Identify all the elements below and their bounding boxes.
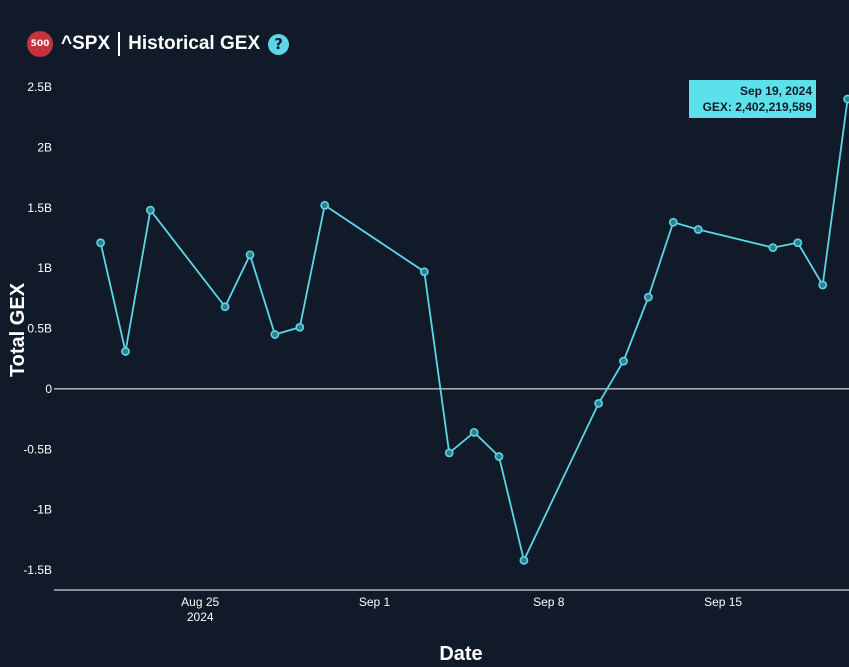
data-point[interactable] (768, 243, 778, 252)
x-tick-label: Sep 1 (359, 595, 391, 609)
y-tick-label: -1B (33, 503, 52, 517)
data-point[interactable] (121, 347, 130, 356)
data-point[interactable] (419, 267, 429, 277)
data-point[interactable] (270, 330, 280, 339)
y-tick-label: 1B (37, 261, 52, 275)
y-tick-label: -1.5B (23, 563, 52, 577)
y-tick-label: 2.5B (27, 80, 52, 94)
data-point[interactable] (594, 398, 603, 408)
gex-series-markers (96, 94, 849, 565)
gex-series-line (99, 98, 849, 563)
data-point[interactable] (668, 217, 678, 227)
data-point[interactable] (295, 322, 305, 332)
data-point[interactable] (320, 200, 330, 210)
hover-tooltip: Sep 19, 2024 GEX: 2,402,219,589 (689, 80, 816, 118)
y-tick-label: 2B (37, 140, 52, 154)
x-tick-label: Sep 8 (533, 595, 565, 609)
data-point[interactable] (619, 356, 628, 366)
ticker-symbol: ^SPX (61, 33, 111, 54)
data-point[interactable] (644, 292, 653, 302)
chart-header: 500 ^SPX Historical GEX ? (27, 30, 290, 58)
data-point[interactable] (469, 427, 479, 437)
y-axis-ticks: 2.5B 2B 1.5B 1B 0.5B 0 -0.5B -1B -1.5B (23, 80, 52, 577)
y-axis-label: Total GEX (7, 282, 29, 377)
data-point[interactable] (494, 452, 504, 461)
x-tick-sublabel: 2024 (187, 610, 214, 624)
question-circle-icon[interactable]: ? (268, 33, 290, 55)
data-point[interactable] (843, 94, 849, 104)
data-point[interactable] (818, 280, 828, 290)
header-divider (118, 32, 121, 56)
x-axis-label: Date (439, 643, 482, 665)
data-point[interactable] (245, 250, 255, 260)
data-point[interactable] (519, 555, 529, 565)
chart-title: Historical GEX (128, 33, 261, 54)
tooltip-box (689, 80, 816, 118)
data-point[interactable] (444, 448, 454, 458)
y-tick-label: -0.5B (23, 442, 52, 456)
tooltip-date: Sep 19, 2024 (740, 84, 812, 98)
data-point[interactable] (145, 205, 155, 215)
y-tick-label: 0 (45, 382, 52, 396)
x-tick-label: Aug 25 (181, 595, 219, 609)
x-tick-label: Sep 15 (704, 595, 742, 609)
y-tick-label: 1.5B (27, 201, 52, 215)
sp500-logo-badge: 500 (27, 31, 53, 57)
data-point[interactable] (793, 238, 803, 248)
tooltip-value: GEX: 2,402,219,589 (703, 100, 813, 114)
y-tick-label: 0.5B (27, 322, 52, 336)
data-point[interactable] (96, 238, 105, 248)
data-point[interactable] (693, 225, 703, 234)
data-point[interactable] (220, 302, 230, 312)
